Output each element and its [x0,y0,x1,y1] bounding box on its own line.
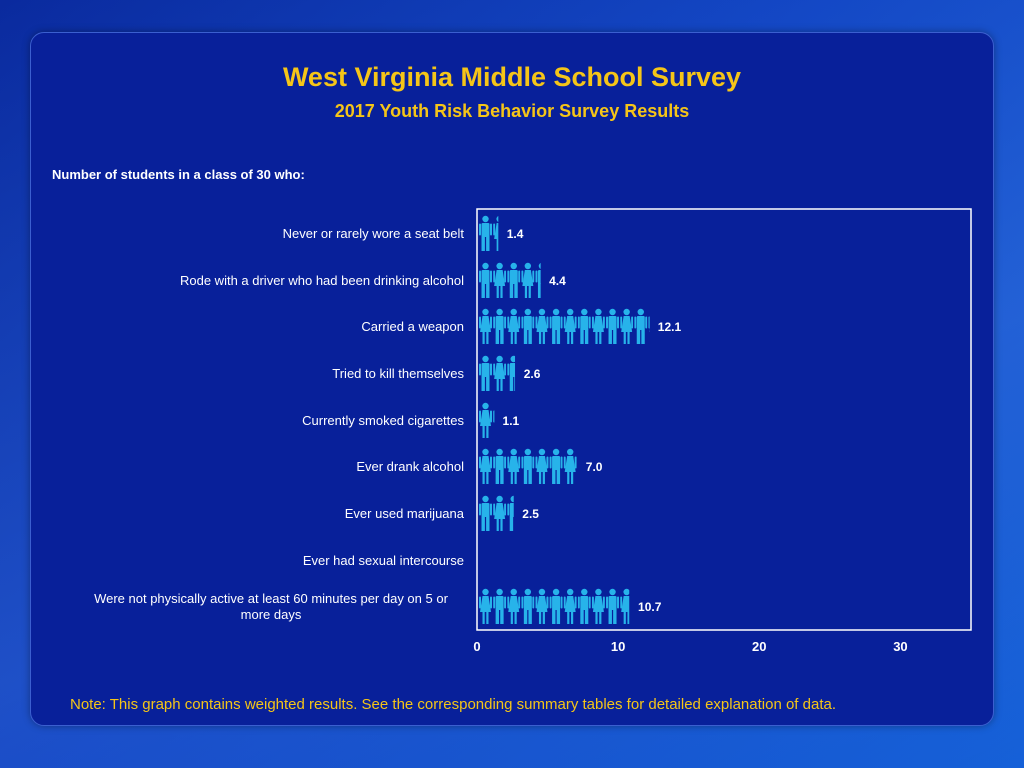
category-label: Carried a weapon [361,319,464,334]
category-label: Ever had sexual intercourse [303,553,464,568]
value-label: 10.7 [638,600,662,614]
person-figure [563,448,577,484]
person-figure [521,588,535,624]
x-tick-label: 30 [893,639,907,654]
person-figure [507,588,521,624]
person-figure [493,410,495,423]
person-figure [521,308,535,344]
value-label: 1.1 [503,414,520,428]
chart-question: Number of students in a class of 30 who: [52,167,305,182]
person-figure [479,215,492,251]
person-figure [606,588,620,624]
person-figure [634,308,648,344]
bar-row [479,262,541,298]
person-figure [507,495,514,531]
person-figure [535,588,549,624]
person-figure [549,448,563,484]
person-figure [591,308,605,344]
person-figure [549,308,563,344]
bar-row [479,355,516,391]
person-figure [535,263,541,298]
person-figure [479,588,492,624]
person-figure [549,588,563,624]
bar-row [479,448,577,484]
page-subtitle: 2017 Youth Risk Behavior Survey Results [334,101,690,121]
category-label: Ever drank alcohol [356,459,464,474]
person-figure [620,588,630,624]
person-figure [535,448,549,484]
category-label: Never or rarely wore a seat belt [283,226,465,241]
person-figure [479,402,492,438]
person-figure [493,308,507,344]
person-figure [591,588,605,624]
bar-row [479,588,630,624]
value-label: 4.4 [549,274,566,288]
person-figure [493,588,507,624]
category-label: Rode with a driver who had been drinking… [180,273,464,288]
plot-frame [476,208,972,631]
category-label: Currently smoked cigarettes [302,413,464,428]
value-label: 12.1 [658,320,682,334]
category-label: Were not physically active at least 60 m… [94,591,449,622]
x-tick-label: 20 [752,639,766,654]
person-figure [563,308,577,344]
person-figure [493,448,507,484]
person-figure [577,308,591,344]
category-label: Ever used marijuana [345,506,465,521]
page-title: West Virginia Middle School Survey [282,62,742,92]
person-figure [535,308,549,344]
x-tick-label: 0 [473,639,480,654]
person-figure [577,588,591,624]
bar-row [479,215,499,251]
person-figure [493,262,507,298]
bar-row [479,308,650,344]
x-tick-label: 10 [611,639,625,654]
bar-row [479,402,495,438]
person-figure [521,448,535,484]
person-figure [493,355,507,391]
person-figure [479,262,492,298]
person-figure [507,262,521,298]
value-label: 2.5 [522,507,539,521]
person-figure [507,355,516,391]
value-label: 1.4 [507,227,524,241]
category-label: Tried to kill themselves [332,366,464,381]
person-figure [507,448,521,484]
person-figure [479,448,492,484]
person-figure [507,308,521,344]
person-figure [521,262,535,298]
person-figure [606,308,620,344]
person-figure [493,216,499,251]
person-figure [620,308,634,344]
person-figure [479,495,492,531]
footnote: Note: This graph contains weighted resul… [70,696,837,713]
value-label: 2.6 [524,367,541,381]
person-figure [479,355,492,391]
person-figure [563,588,577,624]
person-figure [479,308,492,344]
value-label: 7.0 [586,460,603,474]
bar-row [479,495,514,531]
person-figure [493,495,507,531]
person-figure [648,316,650,332]
